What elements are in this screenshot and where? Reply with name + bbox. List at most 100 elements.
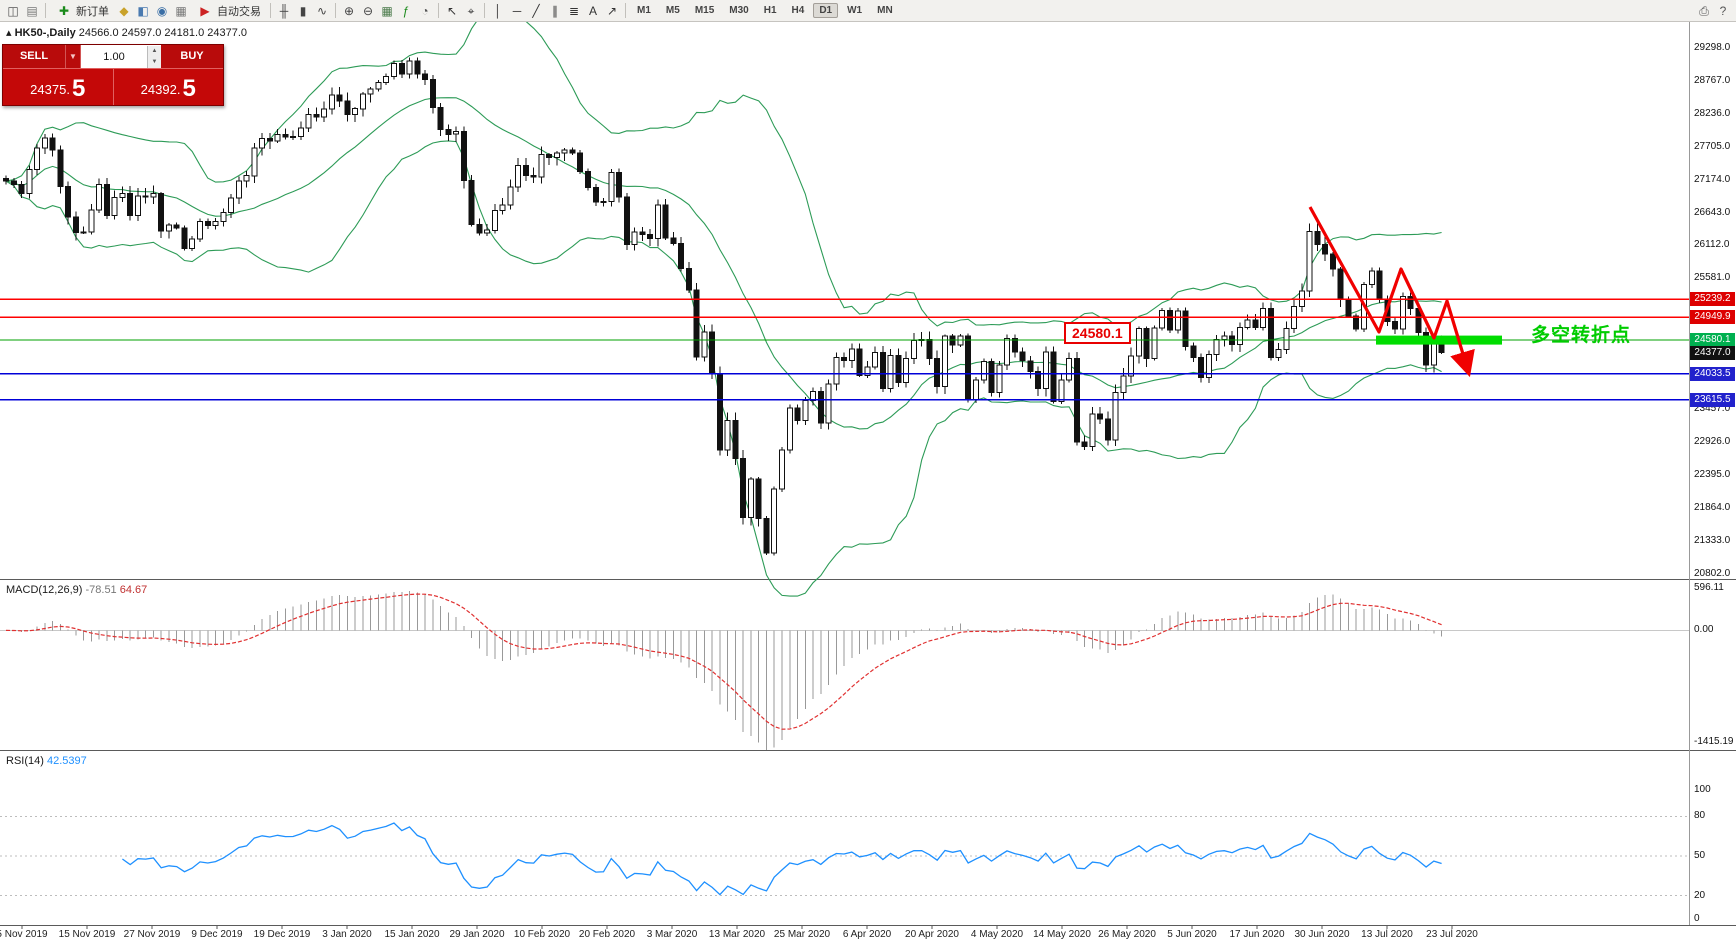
volume-spinner: ▲ ▼ (147, 45, 161, 68)
channel-icon[interactable]: ∥ (552, 3, 558, 18)
macd-scale-label: 0.00 (1694, 624, 1714, 635)
indicators-icon[interactable]: ƒ (402, 3, 410, 18)
timeframe-m30[interactable]: M30 (729, 5, 749, 16)
timeframe-m1[interactable]: M1 (637, 5, 651, 16)
auto-trading-button[interactable]: ▶ 自动交易 (191, 2, 266, 20)
turning-point-annotation[interactable]: 多空转折点 (1531, 325, 1632, 346)
new-order-button-label: 新订单 (76, 5, 109, 18)
level-price-label: 24949.9 (1690, 310, 1735, 324)
buy-price-big-digit: 5 (182, 75, 196, 102)
rsi-indicator-label: RSI(14) 42.5397 (6, 755, 87, 767)
timeframe-m5[interactable]: M5 (665, 5, 680, 16)
auto-trading-button-label: 自动交易 (217, 5, 261, 18)
timeframe-mn[interactable]: MN (877, 5, 893, 16)
one-click-menu-button[interactable]: ▼ (65, 45, 81, 68)
buy-button[interactable]: BUY (161, 45, 223, 68)
toolbar-separator (438, 3, 439, 18)
data-window-icon[interactable]: ◧ (137, 3, 149, 18)
new-order-button-icon: ✚ (58, 3, 70, 18)
timeframe-h4[interactable]: H4 (791, 5, 805, 16)
price-callout[interactable]: 24580.1 (1064, 322, 1131, 344)
price-tick-label: 28767.0 (1694, 75, 1731, 86)
vertical-line-icon[interactable]: │ (494, 3, 502, 18)
price-tick-label: 27705.0 (1694, 141, 1731, 152)
new-order-button[interactable]: ✚ 新订单 (50, 2, 114, 20)
buy-price-int: 24392 (140, 82, 177, 97)
rsi-value: 42.5397 (46, 755, 87, 767)
cursor-icon[interactable]: ↖ (446, 3, 458, 18)
periods-icon[interactable]: ◔ (421, 3, 429, 18)
buy-price[interactable]: 24392. 5 (113, 69, 223, 105)
order-controls-row: SELL ▼ ▲ ▼ BUY (3, 45, 223, 69)
date-label: 9 Dec 2019 (191, 929, 243, 940)
candlestick-chart-icon[interactable]: ▮ (299, 3, 307, 18)
toolbar-separator (335, 3, 336, 18)
horizontal-line-icon[interactable]: ─ (512, 3, 522, 18)
timeframe-w1[interactable]: W1 (847, 5, 863, 16)
date-label: 3 Mar 2020 (646, 929, 698, 940)
line-chart-icon[interactable]: ∿ (316, 3, 328, 18)
market-watch-icon[interactable]: ◆ (119, 3, 129, 18)
date-label: 29 Jan 2020 (449, 929, 505, 940)
bollinger-upper (5, 9, 1442, 327)
macd-panel (0, 591, 1689, 750)
date-label: 4 May 2020 (970, 929, 1024, 940)
timeframe-h1[interactable]: H1 (763, 5, 777, 16)
timeframe-m15[interactable]: M15 (694, 5, 715, 16)
arrows-icon[interactable]: ↗ (606, 3, 618, 18)
chart-title: ▴ HK50-,Daily 24566.0 24597.0 24181.0 24… (6, 26, 247, 39)
chart-profiles-icon[interactable]: ▤ (26, 3, 38, 18)
navigator-icon[interactable]: ◉ (156, 3, 168, 18)
volume-up-button[interactable]: ▲ (148, 45, 161, 57)
macd-histogram (13, 591, 1443, 750)
bar-chart-icon[interactable]: ╫ (279, 3, 289, 18)
date-label: 15 Jan 2020 (384, 929, 440, 940)
new-chart-icon[interactable]: ◫ (7, 3, 19, 18)
level-price-label: 24580.1 (1690, 333, 1735, 347)
crosshair-icon[interactable]: ⌖ (467, 3, 475, 18)
auto-trading-button-icon: ▶ (200, 3, 210, 18)
terminal-icon[interactable]: ▦ (175, 3, 187, 18)
date-label: 13 Jul 2020 (1361, 929, 1413, 940)
print-icon[interactable]: ⎙ (1699, 3, 1709, 18)
one-click-collapse-icon[interactable]: ▴ (6, 27, 12, 39)
macd-indicator-label: MACD(12,26,9) -78.51 64.67 (6, 584, 147, 596)
time-tick-marks (21, 925, 1453, 929)
sell-price-int: 24375 (30, 82, 67, 97)
candlestick-series (3, 57, 1445, 556)
one-click-trading-panel: SELL ▼ ▲ ▼ BUY 24375.5 24392.5 (2, 44, 224, 106)
zigzag-arrow-annotation[interactable] (1308, 206, 1475, 378)
timeframe-d1[interactable]: D1 (813, 3, 839, 18)
level-price-label: 25239.2 (1690, 292, 1735, 306)
volume-down-button[interactable]: ▼ (148, 56, 161, 68)
grid-icon[interactable]: ▦ (381, 3, 393, 18)
date-label: 13 Mar 2020 (708, 929, 766, 940)
help-icon[interactable]: ? (1719, 3, 1727, 18)
macd-name: MACD(12,26,9) (6, 584, 83, 596)
toolbar-separator (625, 3, 626, 18)
zoom-out-icon[interactable]: ⊖ (362, 3, 374, 18)
price-tick-label: 27174.0 (1694, 174, 1731, 185)
sell-price[interactable]: 24375. 5 (3, 69, 114, 105)
date-label: 15 Nov 2019 (58, 929, 116, 940)
ohlc-values: 24566.0 24597.0 24181.0 24377.0 (78, 27, 248, 39)
sell-button[interactable]: SELL (3, 45, 65, 68)
fibonacci-icon[interactable]: ≣ (568, 3, 580, 18)
macd-signal-value: 64.67 (119, 584, 148, 596)
price-tick-label: 23457.0 (1694, 403, 1731, 414)
level-price-label: 24033.5 (1690, 367, 1735, 381)
volume-input[interactable] (81, 49, 147, 64)
date-label: 3 Jan 2020 (322, 929, 372, 940)
zoom-in-icon[interactable]: ⊕ (343, 3, 355, 18)
rsi-scale-label: 20 (1694, 890, 1706, 901)
price-tick-label: 26112.0 (1694, 239, 1730, 250)
bollinger-middle (5, 97, 1442, 430)
price-tick-label: 22395.0 (1694, 469, 1731, 480)
text-icon[interactable]: A (588, 3, 597, 18)
toolbar-separator (270, 3, 271, 18)
symbol-period-label: HK50-,Daily (14, 27, 76, 39)
macd-main-value: -78.51 (85, 584, 117, 596)
support-highlight-bar[interactable] (1376, 335, 1502, 345)
trendline-icon[interactable]: ╱ (532, 3, 540, 18)
